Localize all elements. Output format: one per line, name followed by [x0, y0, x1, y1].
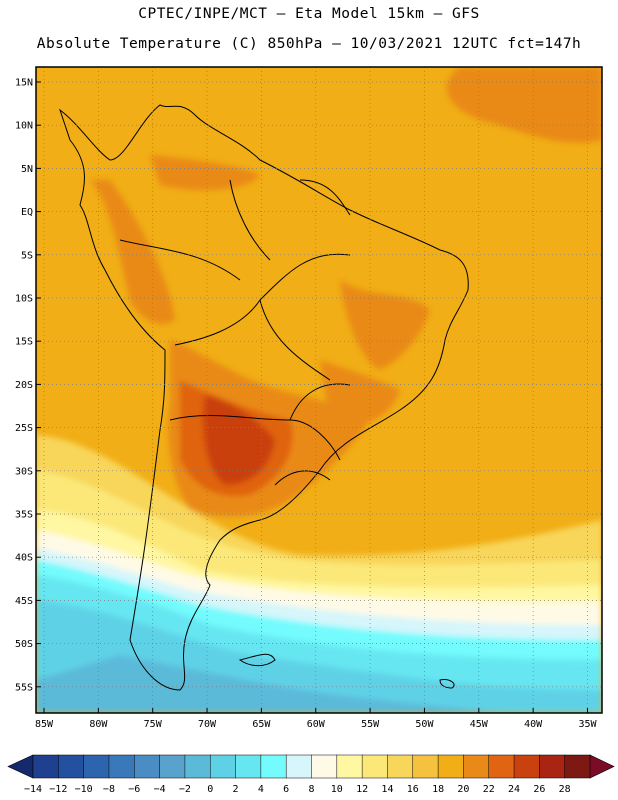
longitude-label: 40W	[524, 719, 543, 730]
colorbar-label: 0	[207, 784, 213, 795]
latitude-label: 35S	[15, 510, 33, 521]
colorbar-swatch	[32, 754, 59, 779]
longitude-label: 85W	[35, 719, 54, 730]
map-title-line-1: CPTEC/INPE/MCT – Eta Model 15km – GFS	[138, 6, 480, 22]
colorbar-swatch	[235, 754, 262, 779]
latitude-label: 10N	[15, 121, 33, 132]
colorbar-label: −8	[103, 784, 115, 795]
colorbar-swatch	[463, 754, 490, 779]
colorbar-label: 20	[457, 784, 469, 795]
colorbar-label: −12	[49, 784, 67, 795]
longitude-label: 80W	[89, 719, 108, 730]
colorbar-swatch	[387, 754, 414, 779]
colorbar-swatch	[108, 754, 135, 779]
longitude-label: 45W	[470, 719, 489, 730]
colorbar-label: 6	[283, 784, 289, 795]
colorbar-label: 4	[258, 784, 264, 795]
colorbar-label: 2	[233, 784, 239, 795]
colorbar-swatch	[260, 754, 287, 779]
colorbar-label: 8	[308, 784, 314, 795]
longitude-label: 70W	[198, 719, 217, 730]
latitude-label: 15N	[15, 78, 33, 89]
colorbar-swatch	[437, 754, 465, 779]
colorbar-swatch	[134, 754, 161, 779]
colorbar-label: 22	[483, 784, 495, 795]
colorbar-swatch	[564, 754, 591, 779]
colorbar-swatch	[184, 754, 211, 779]
colorbar-label: 26	[533, 784, 545, 795]
colorbar-label: 24	[508, 784, 520, 795]
colorbar-swatch	[209, 754, 237, 779]
colorbar-label: −14	[24, 784, 42, 795]
latitude-label: EQ	[21, 207, 33, 218]
longitude-label: 60W	[307, 719, 326, 730]
temperature-field	[36, 67, 602, 713]
latitude-label: 20S	[15, 380, 33, 391]
colorbar-swatch	[539, 754, 566, 779]
latitude-label: 40S	[15, 553, 33, 564]
colorbar-label: 12	[356, 784, 368, 795]
longitude-label: 75W	[144, 719, 163, 730]
latitude-label: 45S	[15, 596, 33, 607]
latitude-label: 5S	[21, 250, 33, 261]
colorbar-label: −2	[179, 784, 191, 795]
colorbar-label: −10	[75, 784, 93, 795]
map-title-line-2: Absolute Temperature (C) 850hPa – 10/03/…	[36, 36, 582, 52]
latitude-label: 50S	[15, 639, 33, 650]
colorbar-swatch	[412, 754, 439, 779]
latitude-label: 10S	[15, 294, 33, 305]
latitude-label: 15S	[15, 337, 33, 348]
colorbar-over-arrow	[589, 754, 615, 779]
latitude-label: 55S	[15, 682, 33, 693]
longitude-axis: 85W80W75W70W65W60W55W50W45W40W35W30W25W2…	[35, 708, 598, 730]
colorbar-label: 16	[407, 784, 419, 795]
colorbar-swatch	[159, 754, 186, 779]
longitude-label: 65W	[252, 719, 271, 730]
colorbar-label: 28	[559, 784, 571, 795]
latitude-label: 5N	[21, 164, 33, 175]
colorbar-label: −4	[154, 784, 166, 795]
colorbar-swatch	[513, 754, 541, 779]
longitude-label: 50W	[415, 719, 434, 730]
colorbar-label: −6	[128, 784, 140, 795]
colorbar-label: 14	[381, 784, 393, 795]
colorbar-label: 18	[432, 784, 444, 795]
colorbar-label: 10	[331, 784, 343, 795]
colorbar-swatch	[488, 754, 515, 779]
colorbar-swatch	[311, 754, 338, 779]
colorbar-under-arrow	[7, 754, 34, 779]
map-frame	[35, 66, 603, 714]
colorbar-swatch	[58, 754, 85, 779]
colorbar-swatch	[361, 754, 389, 779]
colorbar-swatch	[336, 754, 363, 779]
longitude-label: 35W	[578, 719, 597, 730]
temperature-colorbar: −14 −12 −10 −8 −6 −4 −2 0 2 4 6 8 10 12 14 16 18 20 22 24 26…	[7, 754, 615, 795]
latitude-axis: 15N 10N 5N EQ 5S 10S 15S 20S 25S 30S 35S 40S 45S 50S 5…	[15, 78, 41, 693]
latitude-label: 25S	[15, 423, 33, 434]
colorbar-swatch	[285, 754, 313, 779]
coastlines	[59, 104, 469, 691]
longitude-label: 55W	[361, 719, 380, 730]
colorbar-swatch	[83, 754, 110, 779]
latitude-label: 30S	[15, 466, 33, 477]
